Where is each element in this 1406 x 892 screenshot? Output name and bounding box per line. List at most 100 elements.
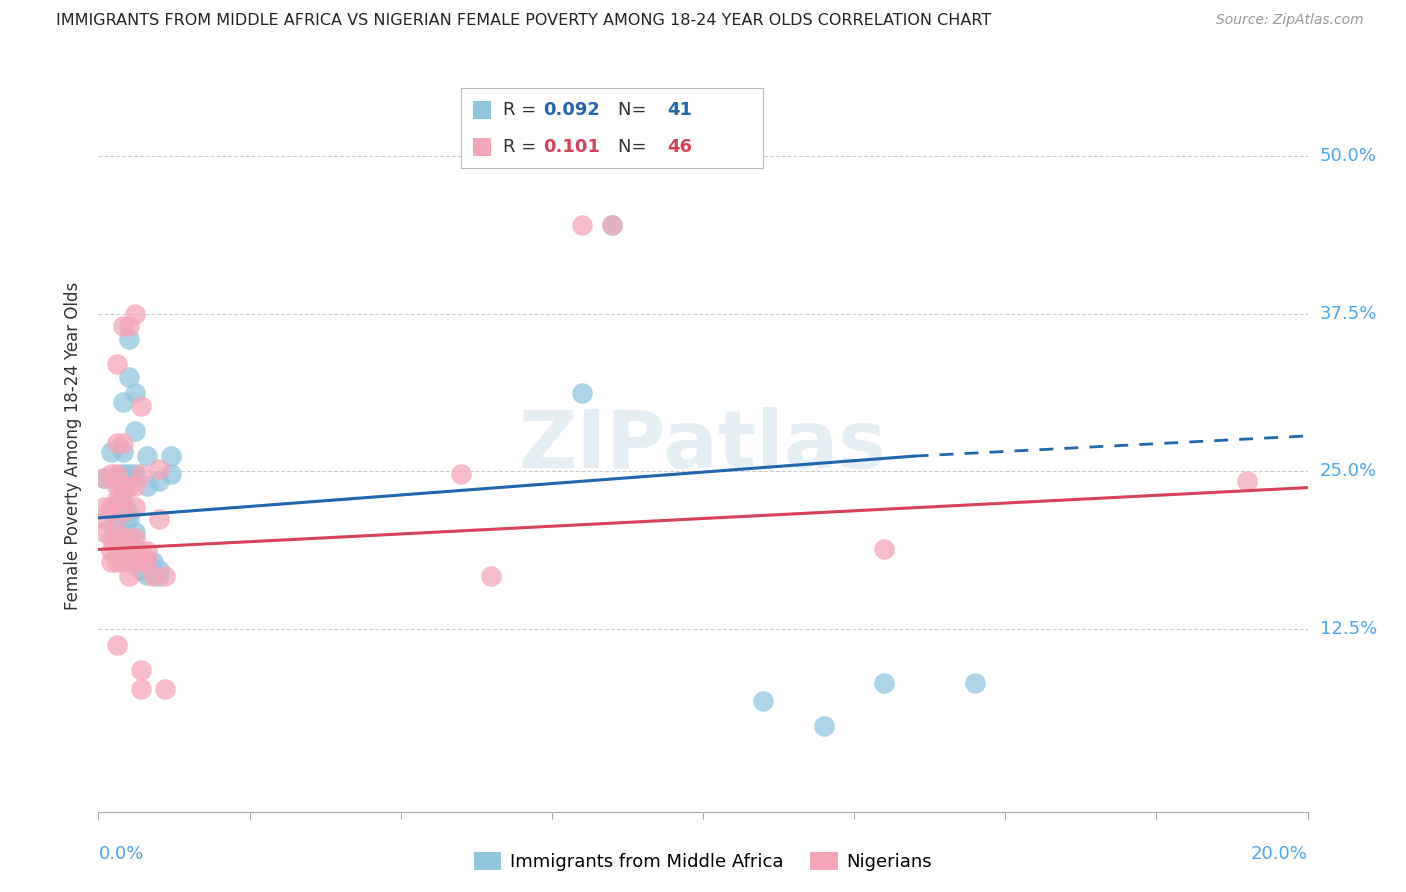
Text: 50.0%: 50.0% (1320, 147, 1376, 165)
Point (118, 543, 141, 558)
Point (135, 479, 157, 493)
Point (118, 555, 141, 569)
Point (148, 569, 170, 583)
Point (100, 467, 122, 481)
Point (105, 357, 128, 371)
Point (105, 436, 128, 450)
Point (100, 531, 122, 545)
Point (105, 512, 128, 526)
Point (105, 496, 128, 510)
Point (129, 682, 152, 697)
Point (873, 542, 896, 557)
Point (124, 386, 146, 401)
Point (105, 543, 128, 558)
Point (105, 638, 128, 652)
Point (160, 449, 183, 463)
Text: ZIPatlas: ZIPatlas (519, 407, 887, 485)
Text: 12.5%: 12.5% (1320, 620, 1376, 638)
Point (135, 555, 157, 569)
Point (100, 500, 122, 514)
Point (105, 470, 128, 484)
Point (111, 436, 134, 450)
Point (111, 475, 134, 489)
Point (93, 470, 115, 484)
Point (118, 569, 141, 583)
Text: Source: ZipAtlas.com: Source: ZipAtlas.com (1216, 13, 1364, 28)
Point (93, 512, 115, 526)
Text: 0.0%: 0.0% (98, 845, 143, 863)
Point (105, 555, 128, 569)
Point (124, 467, 146, 481)
Point (118, 319, 141, 334)
Point (124, 531, 146, 545)
Point (111, 524, 134, 539)
Point (111, 491, 134, 506)
Point (100, 505, 122, 519)
Point (105, 505, 128, 519)
Point (111, 500, 134, 514)
Point (111, 537, 134, 551)
Point (100, 470, 122, 484)
Point (118, 369, 141, 384)
Point (100, 543, 122, 558)
Text: IMMIGRANTS FROM MIDDLE AFRICA VS NIGERIAN FEMALE POVERTY AMONG 18-24 YEAR OLDS C: IMMIGRANTS FROM MIDDLE AFRICA VS NIGERIA… (56, 13, 991, 29)
Point (124, 500, 146, 514)
Point (111, 483, 134, 497)
Point (129, 543, 152, 558)
Text: 20.0%: 20.0% (1251, 845, 1308, 863)
Point (100, 555, 122, 569)
Point (1236, 475, 1258, 489)
Point (124, 549, 146, 564)
Y-axis label: Female Poverty Among 18-24 Year Olds: Female Poverty Among 18-24 Year Olds (65, 282, 83, 610)
Point (100, 445, 122, 459)
Text: 37.5%: 37.5% (1320, 304, 1376, 323)
Point (160, 467, 183, 481)
Point (111, 555, 134, 569)
Point (111, 467, 134, 481)
Point (571, 386, 593, 401)
Point (124, 424, 146, 438)
Point (602, 219, 624, 233)
Point (602, 219, 624, 233)
Point (142, 569, 165, 583)
Point (135, 555, 157, 569)
Point (118, 505, 141, 519)
Point (124, 555, 146, 569)
Point (129, 555, 152, 569)
Point (752, 694, 775, 708)
Point (93, 500, 115, 514)
Legend: Immigrants from Middle Africa, Nigerians: Immigrants from Middle Africa, Nigerians (467, 846, 939, 879)
Point (135, 567, 157, 582)
Point (105, 491, 128, 506)
Point (111, 479, 134, 493)
Point (129, 563, 152, 577)
Point (135, 543, 157, 558)
Point (813, 719, 835, 733)
Point (571, 219, 593, 233)
Point (111, 395, 134, 409)
Point (153, 569, 176, 583)
Point (118, 531, 141, 545)
Point (111, 543, 134, 558)
Point (118, 531, 141, 545)
Point (111, 319, 134, 334)
Point (105, 467, 128, 481)
Point (111, 445, 134, 459)
Point (118, 479, 141, 493)
Point (111, 505, 134, 519)
Point (124, 307, 146, 321)
Point (153, 682, 176, 697)
Text: 25.0%: 25.0% (1320, 462, 1376, 480)
Point (873, 676, 896, 690)
Point (135, 449, 157, 463)
Point (93, 470, 115, 484)
Point (124, 524, 146, 539)
Point (129, 399, 152, 413)
Point (148, 461, 170, 475)
Point (481, 569, 503, 583)
Point (965, 676, 987, 690)
Point (124, 479, 146, 493)
Point (148, 512, 170, 526)
Point (129, 467, 152, 481)
Point (93, 524, 115, 539)
